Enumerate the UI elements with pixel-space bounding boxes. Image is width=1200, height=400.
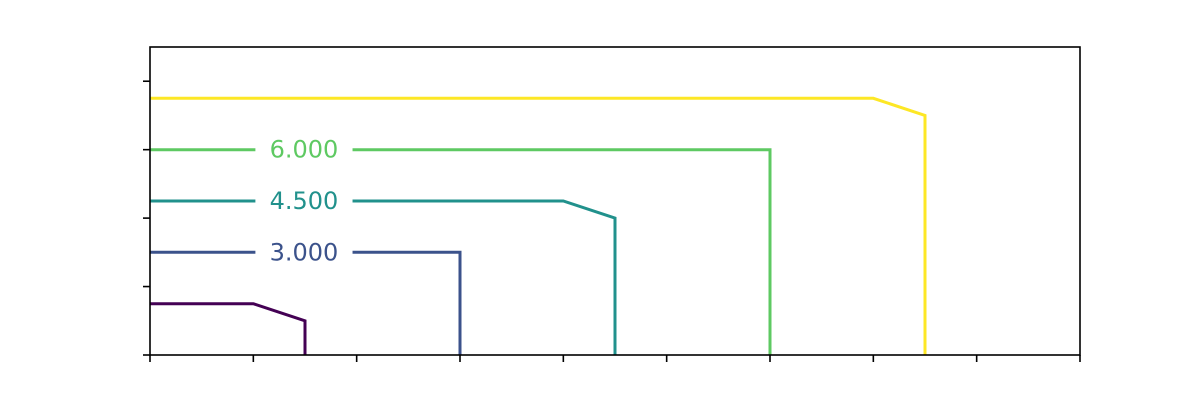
contour-labels: 3.000 4.500 6.000 [255,136,353,266]
contour-label-gap [255,197,353,205]
contour-label-gap [255,145,353,154]
contour-line-1 [150,302,307,355]
contour-line-3 [150,199,617,355]
contour-label-3: 4.500 [270,187,339,215]
contour-label-2: 3.000 [270,238,339,266]
plot-frame [149,46,1081,356]
contour-line-5 [150,96,927,355]
contour-line-2 [150,250,462,355]
contour-label-gap [255,248,353,257]
contour-label-4: 6.000 [270,136,339,164]
contour-line-4 [150,148,772,355]
axis-ticks [143,80,1081,362]
contour-lines [150,96,927,355]
